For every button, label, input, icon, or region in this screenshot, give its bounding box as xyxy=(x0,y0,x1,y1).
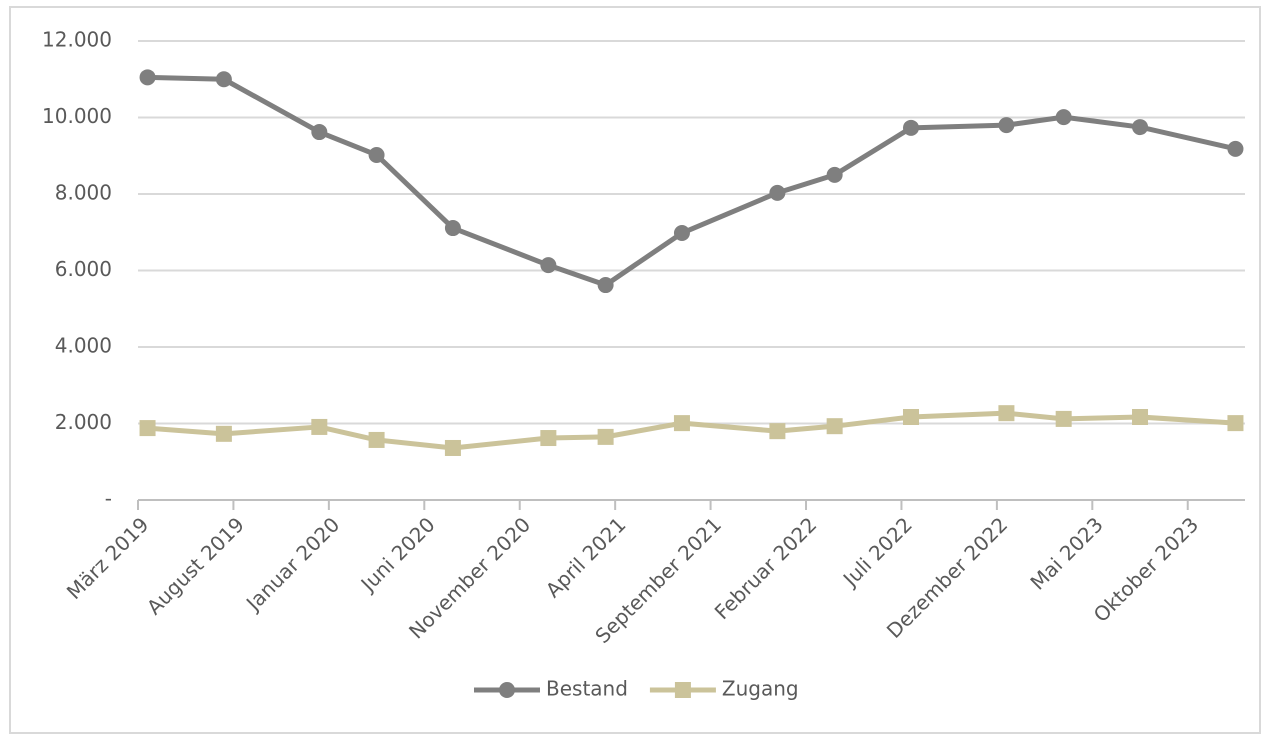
data-point xyxy=(597,277,614,294)
y-tick-label: 8.000 xyxy=(55,181,112,205)
data-point xyxy=(444,220,461,237)
data-point xyxy=(902,408,919,425)
legend-marker xyxy=(499,682,515,698)
data-point xyxy=(311,124,328,141)
legend-label: Bestand xyxy=(546,677,628,701)
data-point xyxy=(902,119,919,136)
data-point xyxy=(597,428,614,445)
data-point xyxy=(215,71,232,88)
data-point xyxy=(540,257,557,274)
y-tick-label: - xyxy=(105,487,112,511)
y-tick-label: 6.000 xyxy=(55,257,112,281)
y-tick-label: 2.000 xyxy=(55,410,112,434)
data-point xyxy=(998,117,1015,134)
y-tick-label: 10.000 xyxy=(42,104,112,128)
data-point xyxy=(1132,408,1149,425)
data-point xyxy=(673,225,690,242)
data-point xyxy=(1055,410,1072,427)
data-point xyxy=(826,166,843,183)
data-point xyxy=(1227,415,1244,432)
data-point xyxy=(444,439,461,456)
data-point xyxy=(1132,119,1149,136)
data-point xyxy=(769,184,786,201)
legend-marker xyxy=(674,682,691,698)
y-tick-label: 4.000 xyxy=(55,334,112,358)
data-point xyxy=(673,415,690,432)
data-point xyxy=(1227,140,1244,157)
data-point xyxy=(139,420,156,437)
data-point xyxy=(1055,109,1072,126)
data-point xyxy=(215,425,232,442)
legend-label: Zugang xyxy=(722,677,799,701)
data-point xyxy=(311,418,328,435)
data-point xyxy=(998,405,1015,422)
y-tick-label: 12.000 xyxy=(42,28,112,52)
data-point xyxy=(368,146,385,163)
data-point xyxy=(769,423,786,440)
data-point xyxy=(139,69,156,86)
data-point xyxy=(540,430,557,447)
data-point xyxy=(368,431,385,448)
chart-frame xyxy=(9,6,1261,734)
data-point xyxy=(826,418,843,435)
